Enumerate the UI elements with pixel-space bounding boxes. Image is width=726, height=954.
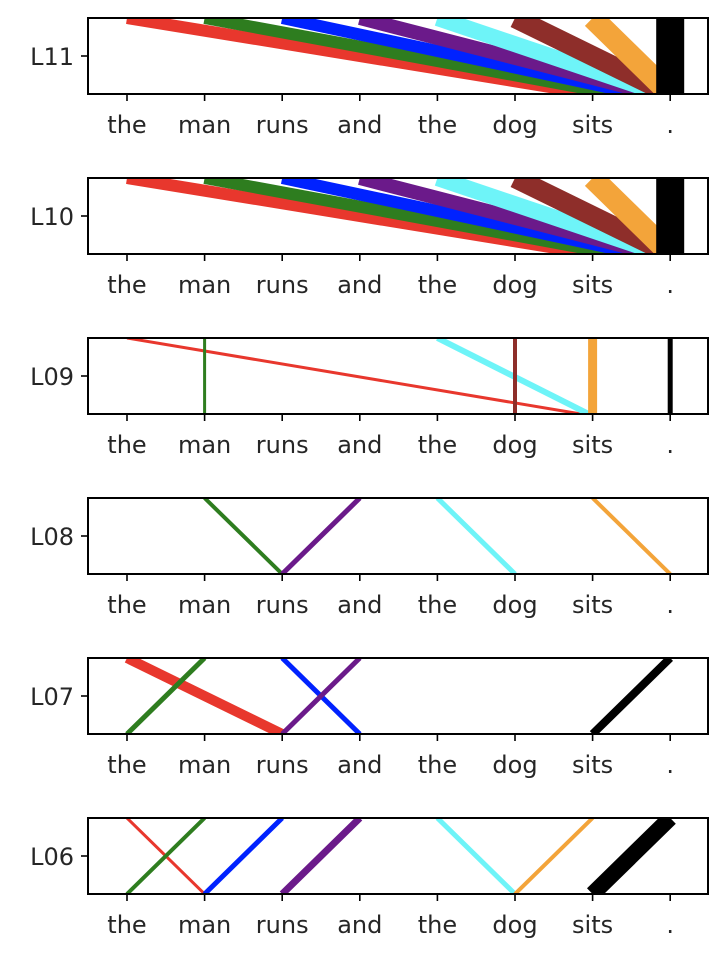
token-label-5: dog [492,751,537,779]
panel-l09: L09 the man runs and the dog sits. [30,337,709,459]
token-label-2: runs [256,591,309,619]
panel-l10: L10 the man runs and the dog sits. [30,177,709,299]
token-label-3: and [337,271,382,299]
plot-area [88,498,708,574]
attention-link-4 [435,818,517,894]
attention-link-5 [513,818,594,894]
panel-l07: L07 the man runs and the dog sits. [30,657,709,779]
token-label-5: dog [492,591,537,619]
attention-links [125,818,676,894]
token-label-7: . [666,431,674,459]
token-label-5: dog [492,271,537,299]
attention-link-2 [202,818,284,894]
token-label-2: runs [256,111,309,139]
token-label-1: man [178,911,231,939]
token-label-5: dog [492,911,537,939]
token-label-2: runs [256,431,309,459]
token-label-1: man [178,111,231,139]
attention-links [126,18,685,94]
attention-link-0 [126,338,582,414]
panel-l11: L11 the man runs and the dog sits. [30,17,709,139]
attention-link-4 [589,658,673,734]
panel-l06: L06 the man runs and the dog sits. [30,817,709,939]
token-label-5: dog [492,111,537,139]
token-label-6: sits [572,591,613,619]
token-label-7: . [666,911,674,939]
attention-link-1 [203,18,617,94]
layer-label: L11 [30,43,74,71]
token-label-3: and [337,111,382,139]
token-label-7: . [666,271,674,299]
plot-area [88,338,708,414]
attention-links [126,338,673,414]
attention-link-1 [280,498,362,574]
token-label-3: and [337,591,382,619]
layer-label: L06 [30,843,74,871]
token-label-7: . [666,751,674,779]
attention-link-3 [279,818,363,894]
token-label-3: and [337,751,382,779]
token-label-0: the [107,111,146,139]
token-label-2: runs [256,911,309,939]
attention-links [203,498,672,574]
token-label-3: and [337,911,382,939]
attention-link-2 [435,498,517,574]
layer-label: L10 [30,203,74,231]
token-label-4: the [418,271,457,299]
attention-link-1 [125,658,207,734]
panel-l08: L08 the man runs and the dog sits. [30,497,709,619]
token-label-4: the [418,751,457,779]
attention-link-6 [587,818,676,894]
token-label-1: man [178,591,231,619]
token-label-6: sits [572,431,613,459]
token-label-3: and [337,431,382,459]
attention-link-1 [203,178,617,254]
attention-link-0 [124,658,285,734]
layer-label: L07 [30,683,74,711]
token-label-6: sits [572,751,613,779]
token-label-4: the [418,431,457,459]
token-label-2: runs [256,751,309,779]
token-label-6: sits [572,271,613,299]
token-label-2: runs [256,271,309,299]
token-label-6: sits [572,111,613,139]
token-label-0: the [107,751,146,779]
attention-link-1 [125,818,206,894]
token-label-7: . [666,111,674,139]
token-label-0: the [107,591,146,619]
attention-link-3 [280,658,362,734]
attention-link-0 [203,498,284,574]
token-label-5: dog [492,431,537,459]
token-label-0: the [107,271,146,299]
token-label-1: man [178,431,231,459]
attention-links [126,178,685,254]
token-label-4: the [418,591,457,619]
token-label-4: the [418,111,457,139]
token-label-0: the [107,911,146,939]
token-label-7: . [666,591,674,619]
token-label-1: man [178,271,231,299]
attention-link-3 [591,498,672,574]
layer-label: L08 [30,523,74,551]
token-label-1: man [178,751,231,779]
token-label-4: the [418,911,457,939]
token-label-6: sits [572,911,613,939]
layer-label: L09 [30,363,74,391]
token-label-0: the [107,431,146,459]
attention-links [124,658,673,734]
plot-area [88,658,708,734]
